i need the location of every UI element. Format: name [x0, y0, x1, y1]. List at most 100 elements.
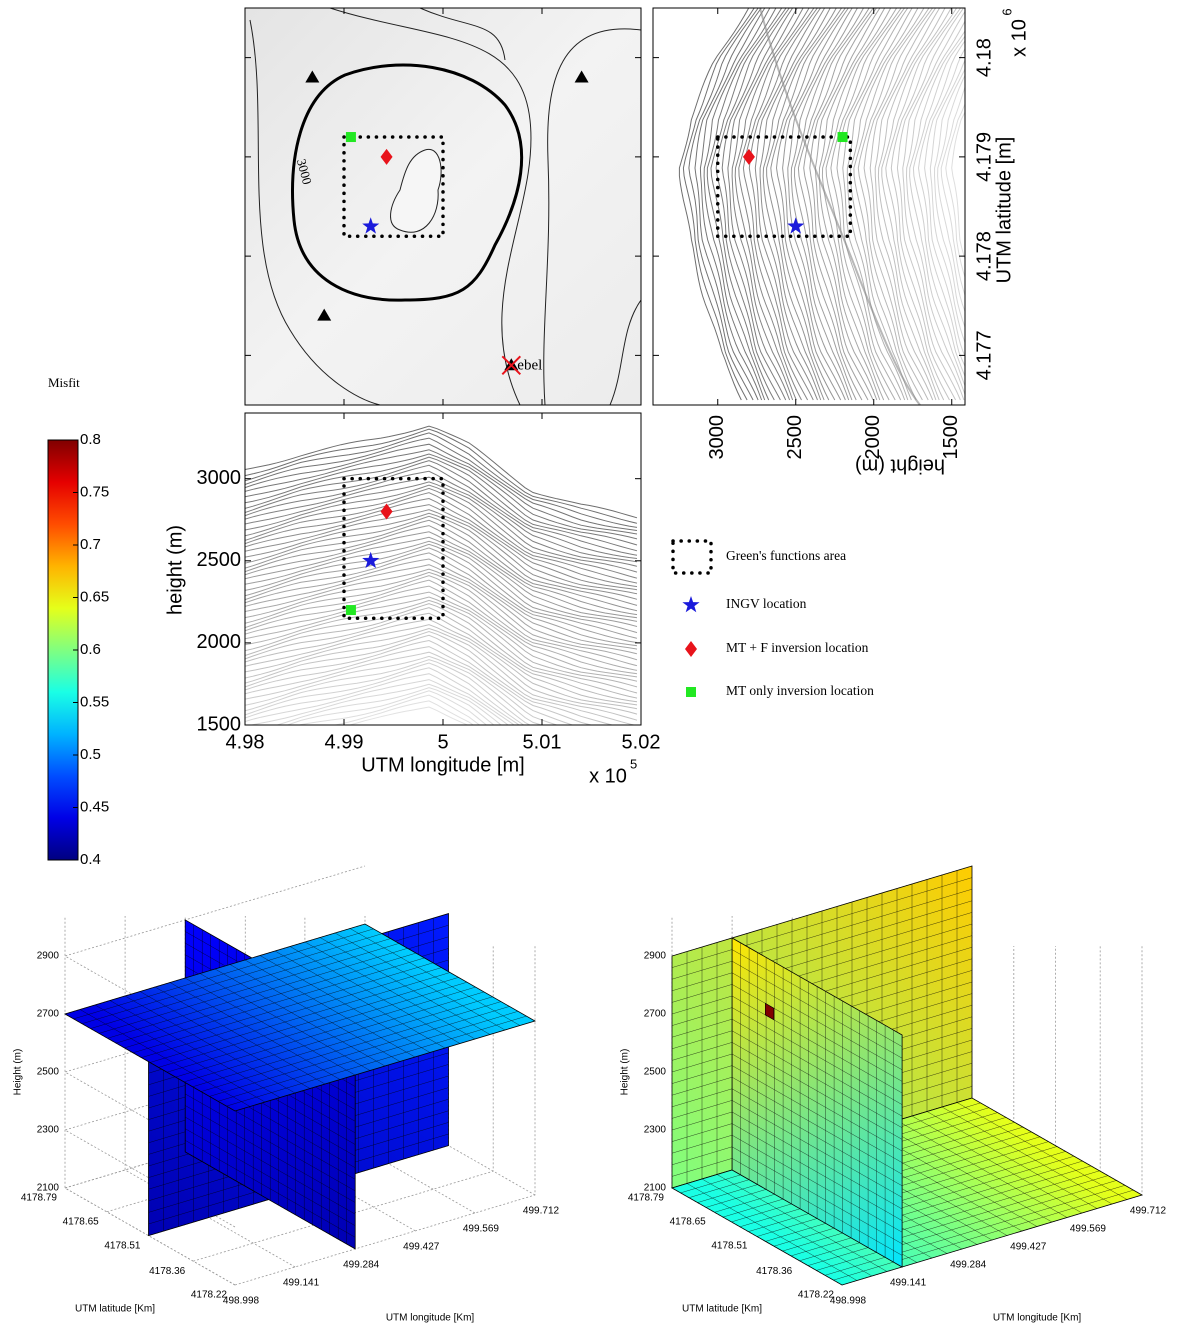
- square-marker: [686, 687, 696, 697]
- y-tick-label: 4178.51: [711, 1240, 748, 1251]
- grid-line: [193, 946, 494, 1262]
- terrain: [245, 425, 638, 725]
- star-marker: [362, 217, 380, 234]
- y-tick-label: 4178.22: [191, 1290, 228, 1301]
- y-axis-label: height (m): [164, 525, 186, 615]
- y-tick-label: 4.178: [973, 231, 995, 281]
- y-tick-label: 4.18: [973, 38, 995, 77]
- diamond-marker: [380, 148, 393, 165]
- y-tick-label: 4178.79: [21, 1193, 58, 1204]
- longitude-section: 4.98 4.99 5 5.01 5.02 1500 2000 2500 3000 UTM lon…: [164, 412, 661, 787]
- x-tick-label: 499.141: [283, 1278, 320, 1289]
- x-tick-label: 5: [437, 731, 448, 753]
- x-tick-label: 499.712: [523, 1206, 560, 1217]
- x-axis-label: UTM longitude [Km]: [386, 1313, 475, 1324]
- x-tick-label: 3000: [706, 415, 728, 460]
- star-marker: [787, 217, 805, 234]
- y-axis-label: UTM latitude [Km]: [682, 1304, 762, 1315]
- area-box: [342, 476, 445, 621]
- x-tick-label: 2000: [862, 415, 884, 460]
- colorbar-tick-label: 0.55: [80, 693, 109, 710]
- x-tick-label: 2500: [784, 415, 806, 460]
- y-tick-label: 4.179: [973, 132, 995, 182]
- y-tick-label: 2000: [197, 631, 242, 653]
- plot-frame: [652, 7, 966, 406]
- y-tick-label: 1500: [197, 713, 242, 735]
- colorbar-tick-label: 0.4: [80, 851, 101, 868]
- x-tick-label: 499.712: [1130, 1206, 1167, 1217]
- triangle-marker: [317, 308, 332, 321]
- slice-plot: 2100 2300 2500 2700 2900 498.998 499.141 499.28…: [620, 865, 1167, 1324]
- y-tick-label: 4178.36: [149, 1266, 186, 1277]
- y-tick-label: 4178.65: [63, 1216, 100, 1227]
- triangle-marker: [305, 70, 320, 83]
- colorbar-tick-label: 0.8: [80, 431, 101, 448]
- x-tick-label: 499.427: [1010, 1242, 1047, 1253]
- x-tick-label: 499.141: [890, 1278, 927, 1289]
- y-tick-label: 4178.22: [798, 1290, 835, 1301]
- z-tick-label: 2100: [644, 1183, 667, 1194]
- x-tick-label: 4.99: [325, 731, 364, 753]
- diamond-marker: [685, 641, 697, 657]
- diamond-marker: [380, 503, 393, 520]
- colorbar-title: Misfit: [48, 375, 80, 390]
- x-axis-label: UTM longitude [Km]: [993, 1313, 1082, 1324]
- grid-line: [234, 946, 536, 1286]
- colorbar: Misfit 0.4 0.45 0.5 0.55 0.6 0.65 0.7 0.75 0.8: [47, 375, 109, 868]
- triangle-marker: [574, 70, 589, 83]
- y-axis-label: UTM latitude [m]: [993, 137, 1015, 284]
- x-tick-label: 499.569: [1070, 1224, 1107, 1235]
- y-tick-label: 4178.51: [104, 1240, 141, 1251]
- z-tick-label: 2100: [37, 1183, 60, 1194]
- x-tick-label: 5.01: [523, 731, 562, 753]
- y-tick-label: 4178.36: [756, 1266, 793, 1277]
- x-tick-label: 498.998: [223, 1296, 260, 1307]
- axis-scale: x 10: [589, 765, 627, 787]
- x-tick-label: 498.998: [830, 1296, 867, 1307]
- diamond-marker: [742, 148, 755, 165]
- z-tick-label: 2900: [37, 951, 60, 962]
- z-axis-label: Height (m): [620, 1049, 631, 1096]
- legend-label: MT + F inversion location: [726, 640, 869, 655]
- square-marker: [345, 605, 356, 616]
- slice: [731, 937, 903, 1268]
- square-marker: [345, 132, 356, 143]
- latitude-section: 3000 2500 2000 1500 4.177 4.178 4.179 4.18 heigh…: [652, 7, 1030, 477]
- area-box: [342, 135, 445, 239]
- square-marker: [837, 132, 848, 143]
- y-tick-label: 3000: [197, 467, 242, 489]
- x-tick-label: 499.284: [343, 1260, 380, 1271]
- axis-scale: x 10: [1008, 19, 1030, 57]
- axis-scale-exponent: 6: [999, 8, 1014, 15]
- x-tick-label: 499.427: [403, 1242, 440, 1253]
- axis-scale-exponent: 5: [630, 756, 637, 771]
- highlight-cell: [764, 1002, 775, 1021]
- z-tick-label: 2700: [644, 1009, 667, 1020]
- legend-label: Green's functions area: [726, 548, 846, 563]
- z-tick-label: 2700: [37, 1009, 60, 1020]
- contour-label: 3000: [294, 157, 315, 186]
- site-label: ebel: [517, 358, 542, 374]
- z-axis-label: Height (m): [13, 1049, 24, 1096]
- z-tick-label: 2500: [644, 1067, 667, 1078]
- star-marker: [682, 596, 700, 613]
- z-tick-label: 2900: [644, 951, 667, 962]
- colorbar-tick-label: 0.75: [80, 483, 109, 500]
- colorbar-tick-label: 0.6: [80, 641, 101, 658]
- x-tick-label: 4.98: [226, 731, 265, 753]
- y-tick-label: 4178.79: [628, 1193, 665, 1204]
- x-axis-label: UTM longitude [m]: [361, 754, 524, 776]
- map-marks: 3000 ebel: [294, 70, 589, 376]
- slice-plot: 2100 2300 2500 2700 2900 498.998 499.141 499.28…: [13, 865, 560, 1324]
- colorbar-tick-label: 0.45: [80, 798, 109, 815]
- colorbar-tick-label: 0.65: [80, 588, 109, 605]
- y-tick-label: 2500: [197, 549, 242, 571]
- site-cross: [501, 355, 522, 376]
- area-box: [715, 135, 853, 239]
- x-tick-label: 499.569: [463, 1224, 500, 1235]
- x-tick-label: 5.02: [622, 731, 661, 753]
- x-tick-label: 499.284: [950, 1260, 987, 1271]
- legend: Green's functions area INGV location MT + …: [671, 539, 874, 698]
